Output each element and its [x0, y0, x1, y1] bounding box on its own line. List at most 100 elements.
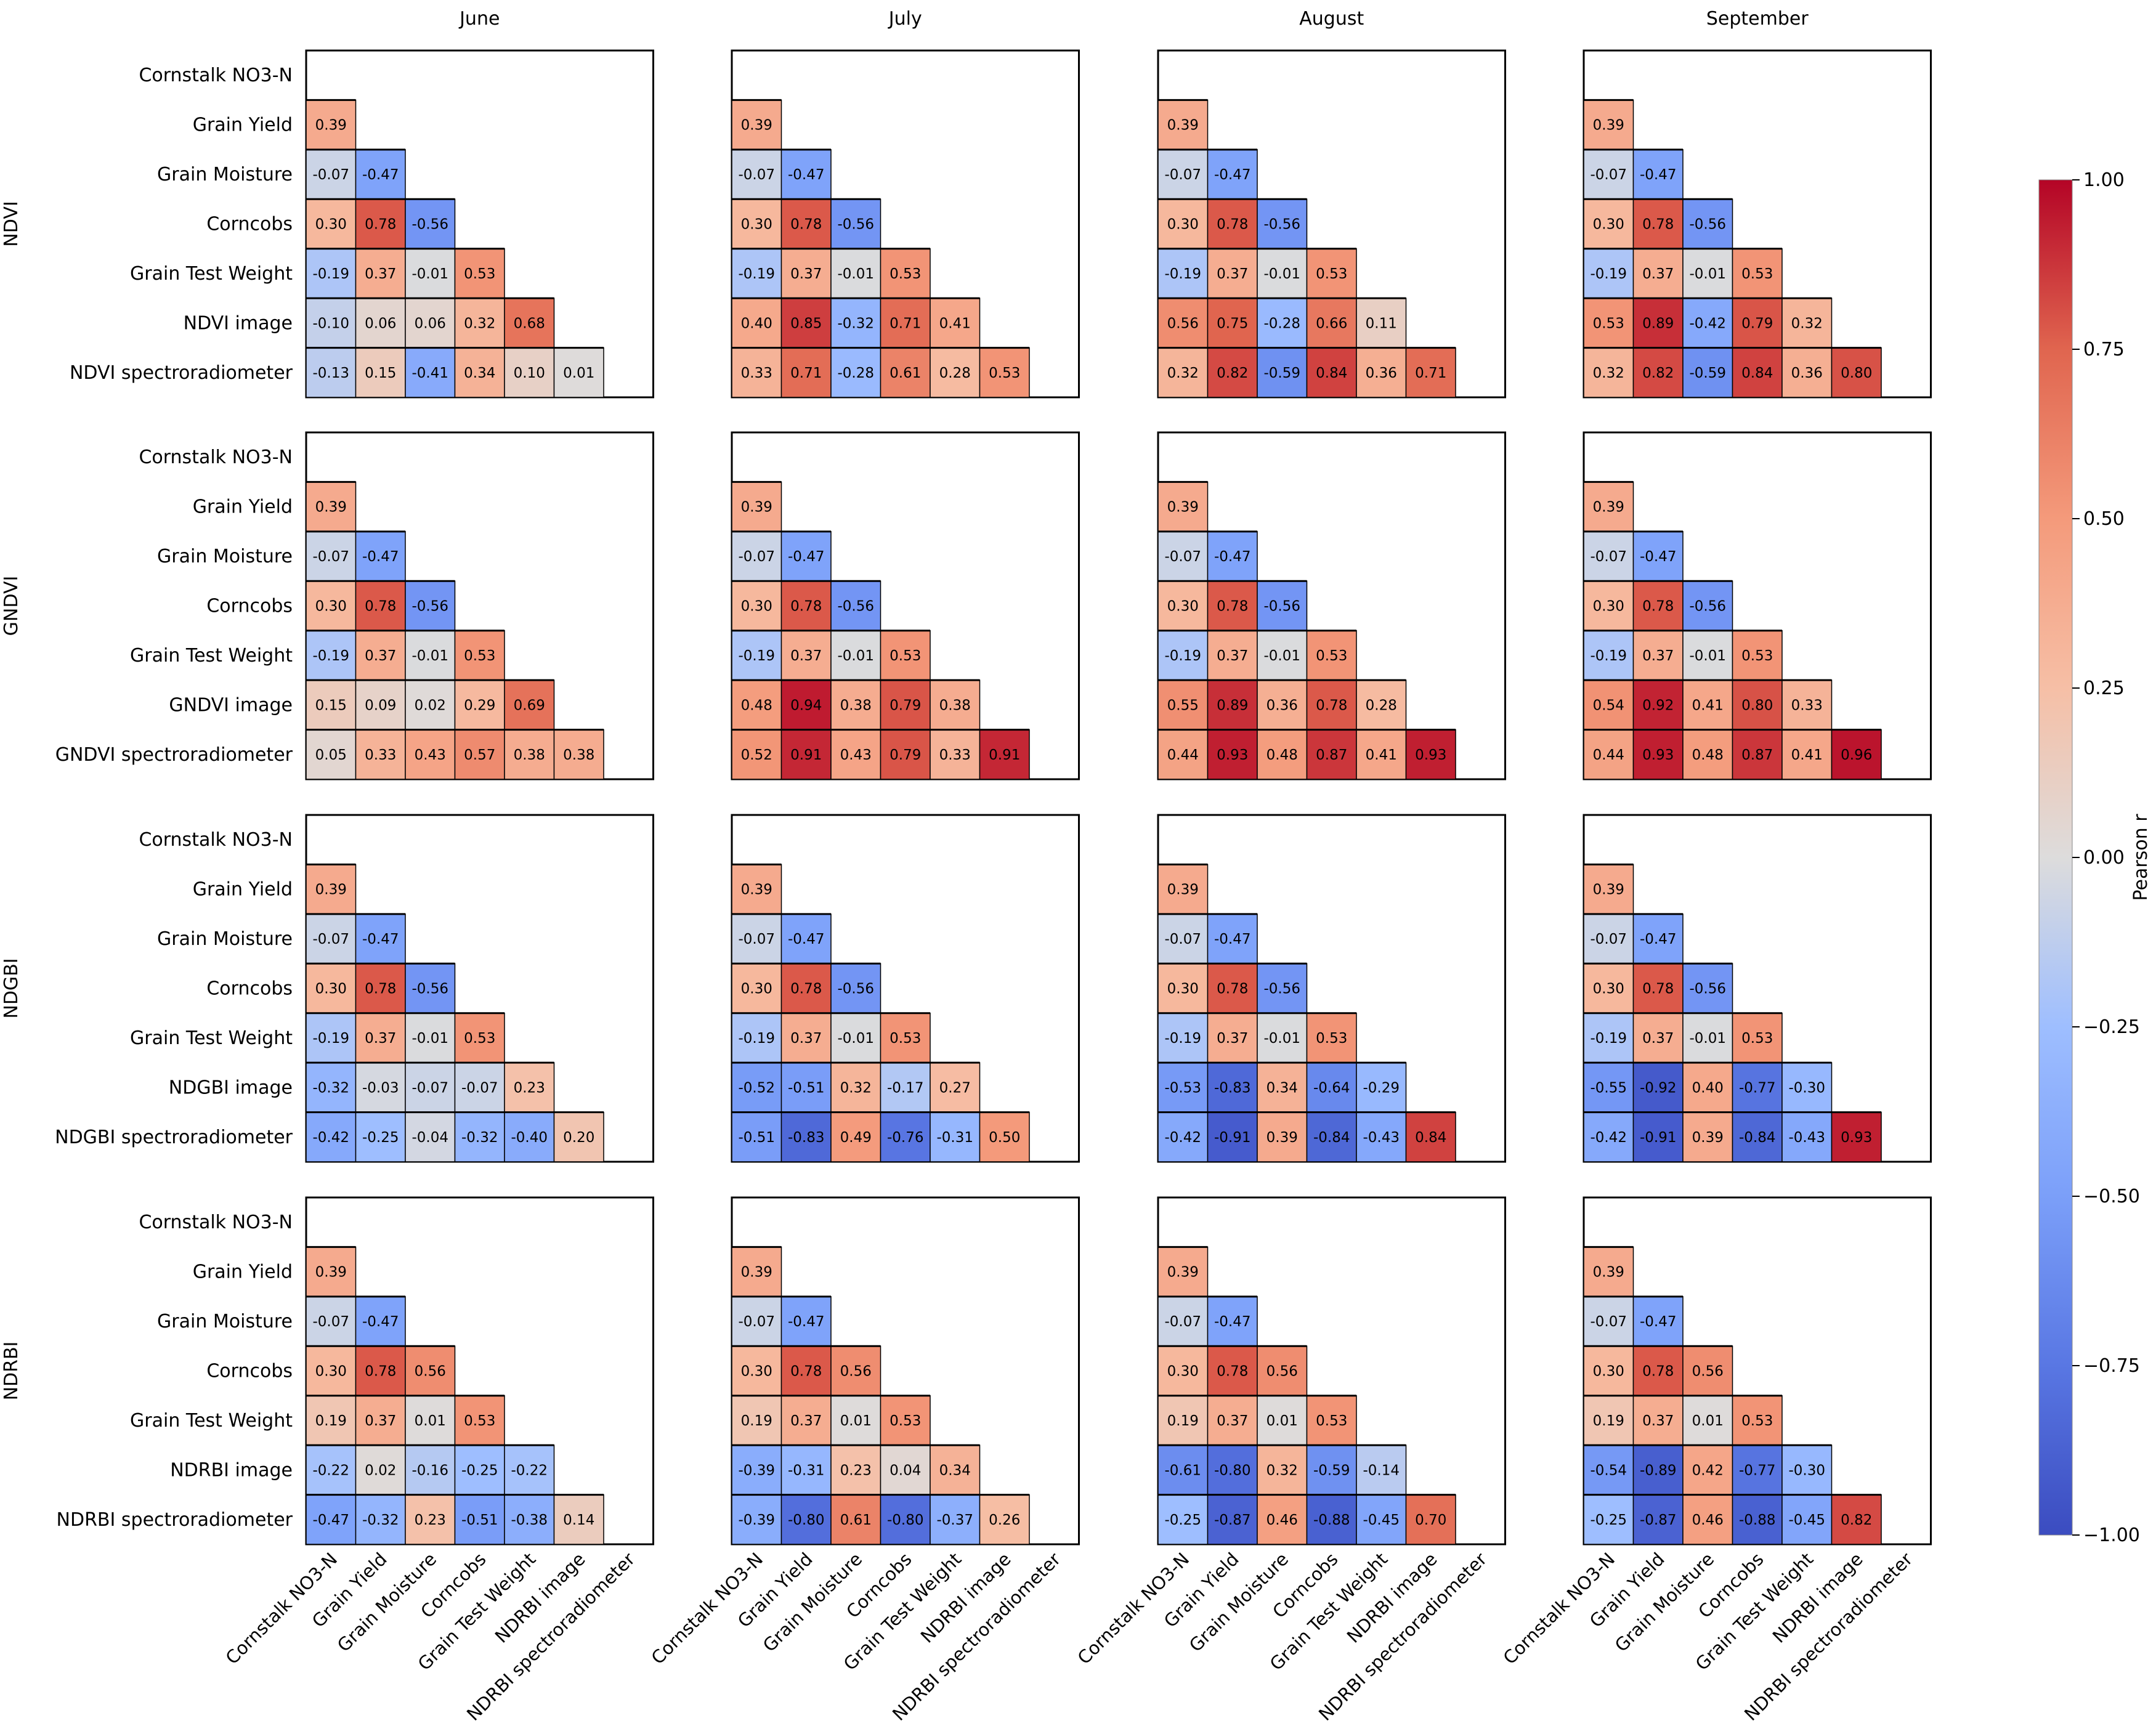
heatmap-cell — [780, 347, 832, 398]
heatmap-cell — [1632, 1062, 1684, 1113]
heatmap-cell — [1157, 1111, 1209, 1162]
cell-value-label: -0.01 — [1263, 266, 1300, 282]
cell-value-label: 0.32 — [1791, 315, 1823, 331]
heatmap-cell — [1207, 1111, 1258, 1162]
heatmap-cell — [731, 481, 782, 532]
cell-value-label: -0.07 — [738, 167, 775, 183]
cell-value-label: 0.57 — [464, 747, 495, 763]
cell-value-label: -0.19 — [312, 648, 349, 664]
row-title-ndvi: NDVI — [1, 201, 22, 246]
heatmap-cell — [731, 729, 782, 780]
cell-value-label: 0.91 — [790, 747, 822, 763]
cell-value-label: 0.56 — [1692, 1364, 1724, 1380]
heatmap-cell — [1207, 1062, 1258, 1113]
cell-value-label: 0.48 — [1692, 747, 1724, 763]
cell-value-label: 0.53 — [464, 1031, 495, 1047]
row-title-ndrbi: NDRBI — [1, 1342, 22, 1401]
cell-value-label: -0.43 — [1788, 1130, 1825, 1146]
y-tick-label: NDVI image — [184, 312, 293, 334]
cell-value-label: -0.32 — [362, 1512, 399, 1528]
cell-value-label: 0.56 — [415, 1364, 446, 1380]
heatmap-cell — [454, 248, 505, 299]
cell-value-label: -0.07 — [1164, 167, 1201, 183]
cell-value-label: -0.30 — [1788, 1462, 1825, 1478]
cell-value-label: 0.78 — [1642, 599, 1674, 615]
heatmap-cell — [1306, 1395, 1357, 1446]
heatmap-cell — [1405, 1111, 1456, 1162]
cell-value-label: -0.47 — [1214, 549, 1251, 565]
cell-value-label: -0.25 — [362, 1130, 399, 1146]
cell-value-label: 0.39 — [1593, 882, 1624, 898]
heatmap-cell — [454, 630, 505, 681]
cell-value-label: 0.46 — [1692, 1512, 1724, 1528]
heatmap-cell — [504, 679, 555, 731]
cell-value-label: 0.48 — [1266, 747, 1298, 763]
cell-value-label: 0.30 — [315, 1364, 347, 1380]
heatmap-cell — [731, 963, 782, 1014]
heatmap-cell — [1257, 1444, 1308, 1496]
heatmap-cell — [1781, 679, 1833, 731]
cell-value-label: 0.48 — [741, 697, 772, 713]
cell-value-label: -0.37 — [936, 1512, 973, 1528]
colorbar-tick-label: −0.50 — [2083, 1186, 2140, 1207]
cell-value-label: 0.01 — [1266, 1413, 1298, 1429]
cell-value-label: 0.04 — [890, 1462, 921, 1478]
heatmap-cell — [504, 1111, 555, 1162]
cell-value-label: -0.14 — [1363, 1462, 1400, 1478]
heatmap-cell — [1257, 1062, 1308, 1113]
heatmap-cell — [1157, 1246, 1209, 1297]
cell-value-label: -0.47 — [1640, 1314, 1677, 1330]
cell-value-label: 0.38 — [514, 747, 545, 763]
row-title-ndgbi: NDGBI — [1, 958, 22, 1018]
cell-value-label: -0.91 — [1640, 1130, 1677, 1146]
cell-value-label: -0.47 — [1640, 549, 1677, 565]
cell-value-label: 0.41 — [1692, 697, 1724, 713]
heatmap-cell — [1583, 1012, 1634, 1063]
heatmap-cell — [731, 580, 782, 631]
heatmap-cell — [780, 298, 832, 349]
column-title-august: August — [1299, 8, 1364, 30]
cell-value-label: 0.68 — [514, 315, 545, 331]
heatmap-cell — [731, 531, 782, 582]
heatmap-cell — [1632, 963, 1684, 1014]
heatmap-cell — [979, 347, 1030, 398]
heatmap-cell — [1831, 1494, 1882, 1545]
cell-value-label: -0.19 — [1590, 648, 1627, 664]
cell-value-label: 0.78 — [790, 217, 822, 233]
heatmap-cell — [1632, 679, 1684, 731]
heatmap-cell — [504, 1062, 555, 1113]
heatmap-cell — [1356, 347, 1407, 398]
cell-value-label: 0.56 — [1266, 1364, 1298, 1380]
heatmap-cell — [1356, 298, 1407, 349]
heatmap-cell — [731, 1395, 782, 1446]
cell-value-label: -0.83 — [788, 1130, 825, 1146]
heatmap-cell — [1583, 347, 1634, 398]
cell-value-label: -0.56 — [1263, 599, 1300, 615]
heatmap-cell — [306, 248, 357, 299]
cell-value-label: -0.56 — [837, 599, 874, 615]
heatmap-cell — [1781, 1444, 1833, 1496]
heatmap-cell — [880, 630, 931, 681]
cell-value-label: -0.07 — [411, 1080, 448, 1096]
cell-value-label: 0.78 — [1217, 599, 1248, 615]
cell-value-label: 0.37 — [1217, 648, 1248, 664]
heatmap-cell — [504, 1494, 555, 1545]
cell-value-label: 0.43 — [840, 747, 872, 763]
cell-value-label: -0.47 — [1640, 931, 1677, 947]
cell-value-label: 0.75 — [1217, 315, 1248, 331]
cell-value-label: 0.80 — [1741, 697, 1773, 713]
cell-value-label: -0.31 — [788, 1462, 825, 1478]
cell-value-label: -0.32 — [461, 1130, 498, 1146]
heatmap-cell — [355, 1494, 406, 1545]
cell-value-label: 0.39 — [315, 118, 347, 134]
cell-value-label: -0.01 — [411, 648, 448, 664]
cell-value-label: -0.47 — [1214, 167, 1251, 183]
cell-value-label: 0.70 — [1415, 1512, 1446, 1528]
cell-value-label: 0.06 — [365, 315, 396, 331]
cell-value-label: 0.53 — [1316, 266, 1347, 282]
cell-value-label: 0.79 — [890, 697, 921, 713]
cell-value-label: 0.78 — [1217, 1364, 1248, 1380]
panel-gndvi-july: 0.39 -0.07 -0.47 0.30 0.78 -0.56 -0.19 0.37 -0.0… — [731, 431, 1080, 780]
cell-value-label: 0.55 — [1167, 697, 1199, 713]
heatmap-cell — [306, 1345, 357, 1396]
